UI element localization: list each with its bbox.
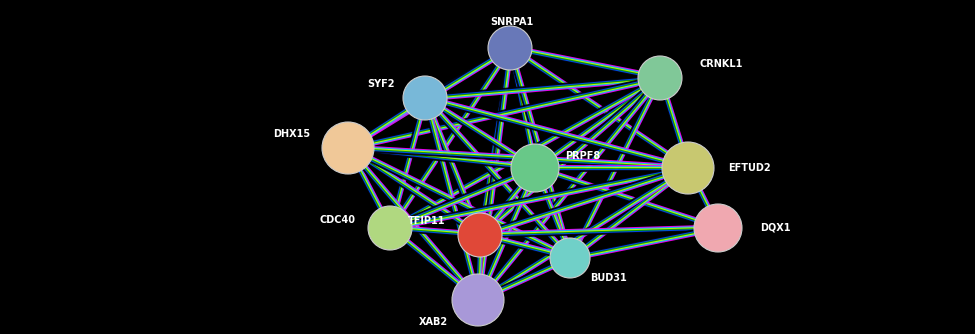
Circle shape: [403, 76, 447, 120]
Text: PRPF8: PRPF8: [565, 151, 601, 161]
Text: DQX1: DQX1: [760, 223, 791, 233]
Circle shape: [638, 56, 682, 100]
Circle shape: [662, 142, 714, 194]
Text: CDC40: CDC40: [319, 215, 355, 225]
Text: CRNKL1: CRNKL1: [700, 59, 743, 69]
Text: XAB2: XAB2: [419, 317, 448, 327]
Text: TFIP11: TFIP11: [408, 216, 445, 226]
Circle shape: [458, 213, 502, 257]
Text: SNRPA1: SNRPA1: [490, 17, 533, 27]
Circle shape: [694, 204, 742, 252]
Text: BUD31: BUD31: [590, 273, 627, 283]
Circle shape: [452, 274, 504, 326]
Circle shape: [511, 144, 559, 192]
Circle shape: [322, 122, 374, 174]
Circle shape: [488, 26, 532, 70]
Text: EFTUD2: EFTUD2: [728, 163, 770, 173]
Circle shape: [550, 238, 590, 278]
Text: SYF2: SYF2: [368, 79, 395, 89]
Circle shape: [368, 206, 412, 250]
Text: DHX15: DHX15: [273, 129, 310, 139]
